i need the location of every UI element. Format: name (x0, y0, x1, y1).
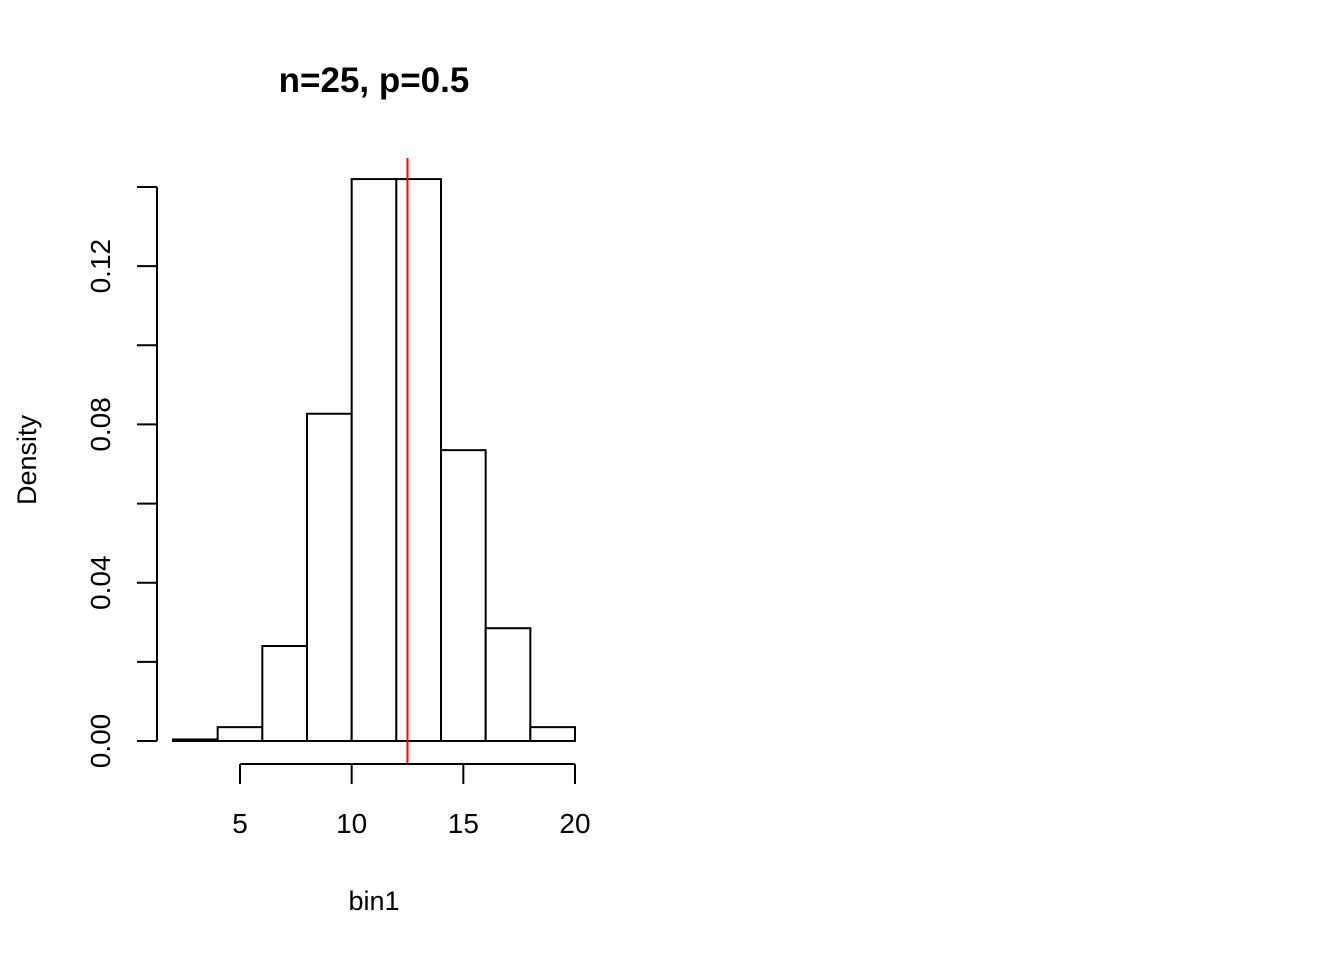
x-axis: 5 10 15 20 (232, 763, 591, 839)
x-axis-label: bin1 (348, 886, 399, 916)
x-tick-label: 10 (336, 808, 367, 839)
y-tick-label: 0.08 (85, 397, 116, 452)
x-tick-label: 20 (559, 808, 590, 839)
histogram-bar (172, 738, 219, 742)
histogram-bar (440, 449, 487, 742)
histogram-bar (216, 726, 264, 743)
y-axis: 0.00 0.04 0.08 0.12 (85, 186, 158, 769)
y-tick-label: 0.04 (85, 555, 116, 610)
y-tick-label: 0.00 (85, 714, 116, 769)
y-tick-label: 0.12 (85, 239, 116, 294)
chart-title: n=25, p=0.5 (279, 61, 470, 100)
histogram-bar (395, 178, 443, 743)
x-tick-label: 15 (448, 808, 479, 839)
bars-group (172, 178, 576, 743)
histogram-bar (350, 178, 398, 743)
y-axis-label: Density (12, 414, 42, 505)
x-tick-label: 5 (232, 808, 248, 839)
histogram-bar (529, 726, 576, 743)
histogram-bar (484, 627, 532, 743)
histogram-bar (306, 412, 353, 742)
histogram-bar (261, 645, 309, 742)
